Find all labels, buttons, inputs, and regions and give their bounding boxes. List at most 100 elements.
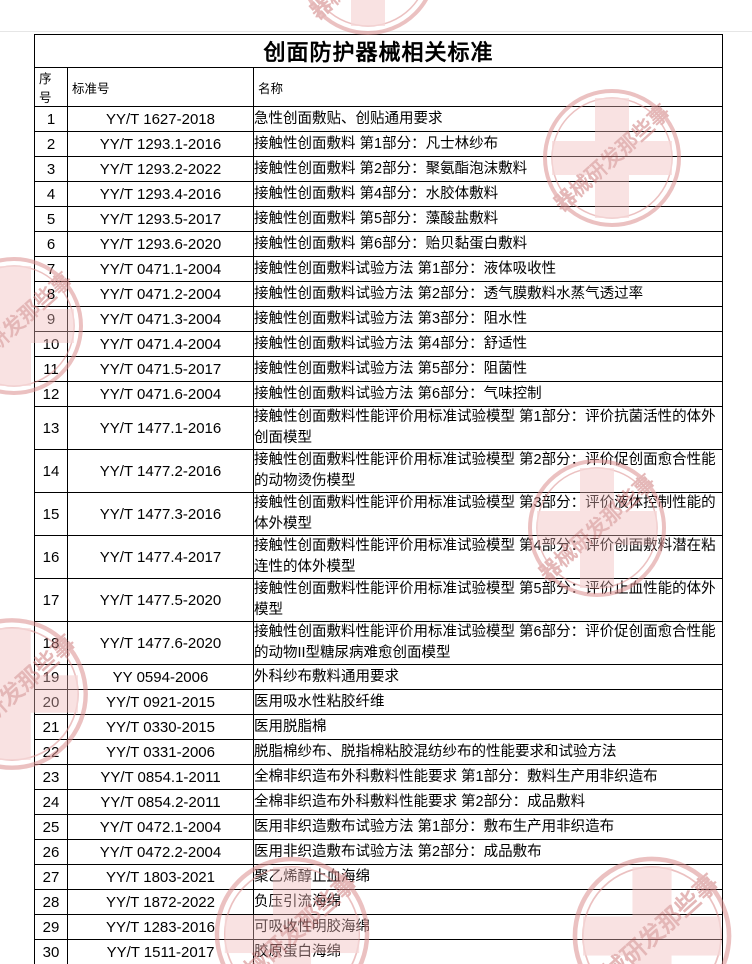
standard-name-cell: 全棉非织造布外科敷料性能要求 第1部分：敷料生产用非织造布 bbox=[252, 764, 724, 790]
standard-name-cell: 接触性创面敷料 第5部分：藻酸盐敷料 bbox=[252, 206, 724, 232]
table-row: 16 YY/T 1477.4-2017 接触性创面敷料性能评价用标准试验模型 第4部… bbox=[34, 535, 724, 579]
row-index-cell: 2 bbox=[34, 131, 68, 157]
row-index-cell: 22 bbox=[34, 739, 68, 765]
row-index-cell: 24 bbox=[34, 789, 68, 815]
table-row: 22 YY/T 0331-2006 脱脂棉纱布、脱指棉粘胶混纺纱布的性能要求和试验方… bbox=[34, 739, 724, 765]
row-index-cell: 7 bbox=[34, 256, 68, 282]
standard-name-cell: 聚乙烯醇止血海绵 bbox=[252, 864, 724, 890]
row-index-cell: 9 bbox=[34, 306, 68, 332]
row-index-cell: 11 bbox=[34, 356, 68, 382]
row-index-cell: 6 bbox=[34, 231, 68, 257]
page-title: 创面防护器械相关标准 bbox=[33, 34, 724, 68]
cross-icon bbox=[351, 0, 385, 26]
table-row: 5 YY/T 1293.5-2017 接触性创面敷料 第5部分：藻酸盐敷料 bbox=[34, 206, 724, 232]
standard-code-cell: YY/T 1477.5-2020 bbox=[67, 578, 254, 622]
table-row: 2 YY/T 1293.1-2016 接触性创面敷料 第1部分：凡士林纱布 bbox=[34, 131, 724, 157]
standard-code-cell: YY/T 1511-2017 bbox=[67, 939, 254, 964]
standard-code-cell: YY/T 1293.1-2016 bbox=[67, 131, 254, 157]
column-header-standard-code: 标准号 bbox=[67, 67, 254, 107]
table-body: 1 YY/T 1627-2018 急性创面敷贴、创贴通用要求 2 YY/T 1293.1… bbox=[34, 106, 724, 964]
standard-code-cell: YY/T 0472.1-2004 bbox=[67, 814, 254, 840]
table-row: 25 YY/T 0472.1-2004 医用非织造敷布试验方法 第1部分：敷布生产用… bbox=[34, 814, 724, 840]
table-row: 1 YY/T 1627-2018 急性创面敷贴、创贴通用要求 bbox=[34, 106, 724, 132]
row-index-cell: 21 bbox=[34, 714, 68, 740]
standard-name-cell: 接触性创面敷料试验方法 第2部分：透气膜敷料水蒸气透过率 bbox=[252, 281, 724, 307]
standard-name-cell: 接触性创面敷料性能评价用标准试验模型 第6部分：评价促创面愈合性能的动物II型糖… bbox=[252, 621, 724, 665]
standard-name-cell: 接触性创面敷料试验方法 第1部分：液体吸收性 bbox=[252, 256, 724, 282]
standard-name-cell: 全棉非织造布外科敷料性能要求 第2部分：成品敷料 bbox=[252, 789, 724, 815]
row-index-cell: 27 bbox=[34, 864, 68, 890]
column-header-name: 名称 bbox=[252, 67, 724, 107]
standard-name-cell: 接触性创面敷料性能评价用标准试验模型 第1部分：评价抗菌活性的体外创面模型 bbox=[252, 406, 724, 450]
row-index-cell: 23 bbox=[34, 764, 68, 790]
row-index-cell: 13 bbox=[34, 406, 68, 450]
watermark-text: 器械研发那些事 bbox=[305, 0, 431, 25]
standard-name-cell: 接触性创面敷料 第4部分：水胶体敷料 bbox=[252, 181, 724, 207]
row-index-cell: 28 bbox=[34, 889, 68, 915]
standard-name-cell: 医用脱脂棉 bbox=[252, 714, 724, 740]
row-index-cell: 5 bbox=[34, 206, 68, 232]
row-index-cell: 8 bbox=[34, 281, 68, 307]
standard-name-cell: 接触性创面敷料试验方法 第5部分：阻菌性 bbox=[252, 356, 724, 382]
standard-code-cell: YY/T 1477.4-2017 bbox=[67, 535, 254, 579]
standard-name-cell: 接触性创面敷料 第2部分：聚氨酯泡沫敷料 bbox=[252, 156, 724, 182]
standard-name-cell: 接触性创面敷料性能评价用标准试验模型 第2部分：评价促创面愈合性能的动物烫伤模型 bbox=[252, 449, 724, 493]
table-row: 18 YY/T 1477.6-2020 接触性创面敷料性能评价用标准试验模型 第6部… bbox=[34, 621, 724, 665]
page-top-divider bbox=[0, 31, 752, 32]
standard-code-cell: YY/T 0330-2015 bbox=[67, 714, 254, 740]
standard-code-cell: YY/T 0471.6-2004 bbox=[67, 381, 254, 407]
row-index-cell: 1 bbox=[34, 106, 68, 132]
standards-table: 创面防护器械相关标准 序号 标准号 名称 1 YY/T 1627-2018 急性创面… bbox=[33, 34, 724, 964]
standard-name-cell: 急性创面敷贴、创贴通用要求 bbox=[252, 106, 724, 132]
standard-code-cell: YY/T 0471.4-2004 bbox=[67, 331, 254, 357]
standard-name-cell: 胶原蛋白海绵 bbox=[252, 939, 724, 964]
standard-code-cell: YY/T 1477.1-2016 bbox=[67, 406, 254, 450]
row-index-cell: 14 bbox=[34, 449, 68, 493]
table-row: 28 YY/T 1872-2022 负压引流海绵 bbox=[34, 889, 724, 915]
standard-code-cell: YY/T 1293.4-2016 bbox=[67, 181, 254, 207]
row-index-cell: 18 bbox=[34, 621, 68, 665]
table-row: 30 YY/T 1511-2017 胶原蛋白海绵 bbox=[34, 939, 724, 964]
row-index-cell: 25 bbox=[34, 814, 68, 840]
table-row: 21 YY/T 0330-2015 医用脱脂棉 bbox=[34, 714, 724, 740]
column-header-index: 序号 bbox=[34, 67, 68, 107]
row-index-cell: 4 bbox=[34, 181, 68, 207]
standard-code-cell: YY/T 1293.6-2020 bbox=[67, 231, 254, 257]
standard-code-cell: YY/T 1283-2016 bbox=[67, 914, 254, 940]
table-row: 19 YY 0594-2006 外科纱布敷料通用要求 bbox=[34, 664, 724, 690]
row-index-cell: 16 bbox=[34, 535, 68, 579]
table-row: 26 YY/T 0472.2-2004 医用非织造敷布试验方法 第2部分：成品敷布 bbox=[34, 839, 724, 865]
standard-name-cell: 负压引流海绵 bbox=[252, 889, 724, 915]
table-row: 10 YY/T 0471.4-2004 接触性创面敷料试验方法 第4部分：舒适性 bbox=[34, 331, 724, 357]
standard-code-cell: YY/T 0854.1-2011 bbox=[67, 764, 254, 790]
standard-code-cell: YY/T 1872-2022 bbox=[67, 889, 254, 915]
table-row: 23 YY/T 0854.1-2011 全棉非织造布外科敷料性能要求 第1部分：敷料… bbox=[34, 764, 724, 790]
standard-name-cell: 接触性创面敷料性能评价用标准试验模型 第5部分：评价止血性能的体外模型 bbox=[252, 578, 724, 622]
title-row: 创面防护器械相关标准 bbox=[33, 34, 724, 68]
standard-code-cell: YY/T 0472.2-2004 bbox=[67, 839, 254, 865]
table-row: 14 YY/T 1477.2-2016 接触性创面敷料性能评价用标准试验模型 第2部… bbox=[34, 449, 724, 493]
standard-name-cell: 接触性创面敷料试验方法 第6部分：气味控制 bbox=[252, 381, 724, 407]
standard-code-cell: YY/T 1803-2021 bbox=[67, 864, 254, 890]
standard-code-cell: YY/T 0854.2-2011 bbox=[67, 789, 254, 815]
table-row: 4 YY/T 1293.4-2016 接触性创面敷料 第4部分：水胶体敷料 bbox=[34, 181, 724, 207]
row-index-cell: 10 bbox=[34, 331, 68, 357]
standard-code-cell: YY/T 1477.3-2016 bbox=[67, 492, 254, 536]
row-index-cell: 17 bbox=[34, 578, 68, 622]
table-row: 27 YY/T 1803-2021 聚乙烯醇止血海绵 bbox=[34, 864, 724, 890]
standard-code-cell: YY/T 1477.2-2016 bbox=[67, 449, 254, 493]
table-row: 15 YY/T 1477.3-2016 接触性创面敷料性能评价用标准试验模型 第3部… bbox=[34, 492, 724, 536]
row-index-cell: 12 bbox=[34, 381, 68, 407]
standard-name-cell: 医用非织造敷布试验方法 第1部分：敷布生产用非织造布 bbox=[252, 814, 724, 840]
standard-name-cell: 接触性创面敷料试验方法 第3部分：阻水性 bbox=[252, 306, 724, 332]
standard-code-cell: YY/T 0471.3-2004 bbox=[67, 306, 254, 332]
standard-name-cell: 接触性创面敷料性能评价用标准试验模型 第4部分：评价创面敷料潜在粘连性的体外模型 bbox=[252, 535, 724, 579]
table-row: 6 YY/T 1293.6-2020 接触性创面敷料 第6部分：贻贝黏蛋白敷料 bbox=[34, 231, 724, 257]
table-row: 20 YY/T 0921-2015 医用吸水性粘胶纤维 bbox=[34, 689, 724, 715]
row-index-cell: 15 bbox=[34, 492, 68, 536]
table-header-row: 序号 标准号 名称 bbox=[34, 67, 724, 107]
table-row: 9 YY/T 0471.3-2004 接触性创面敷料试验方法 第3部分：阻水性 bbox=[34, 306, 724, 332]
table-row: 8 YY/T 0471.2-2004 接触性创面敷料试验方法 第2部分：透气膜敷料水… bbox=[34, 281, 724, 307]
standard-name-cell: 接触性创面敷料 第1部分：凡士林纱布 bbox=[252, 131, 724, 157]
